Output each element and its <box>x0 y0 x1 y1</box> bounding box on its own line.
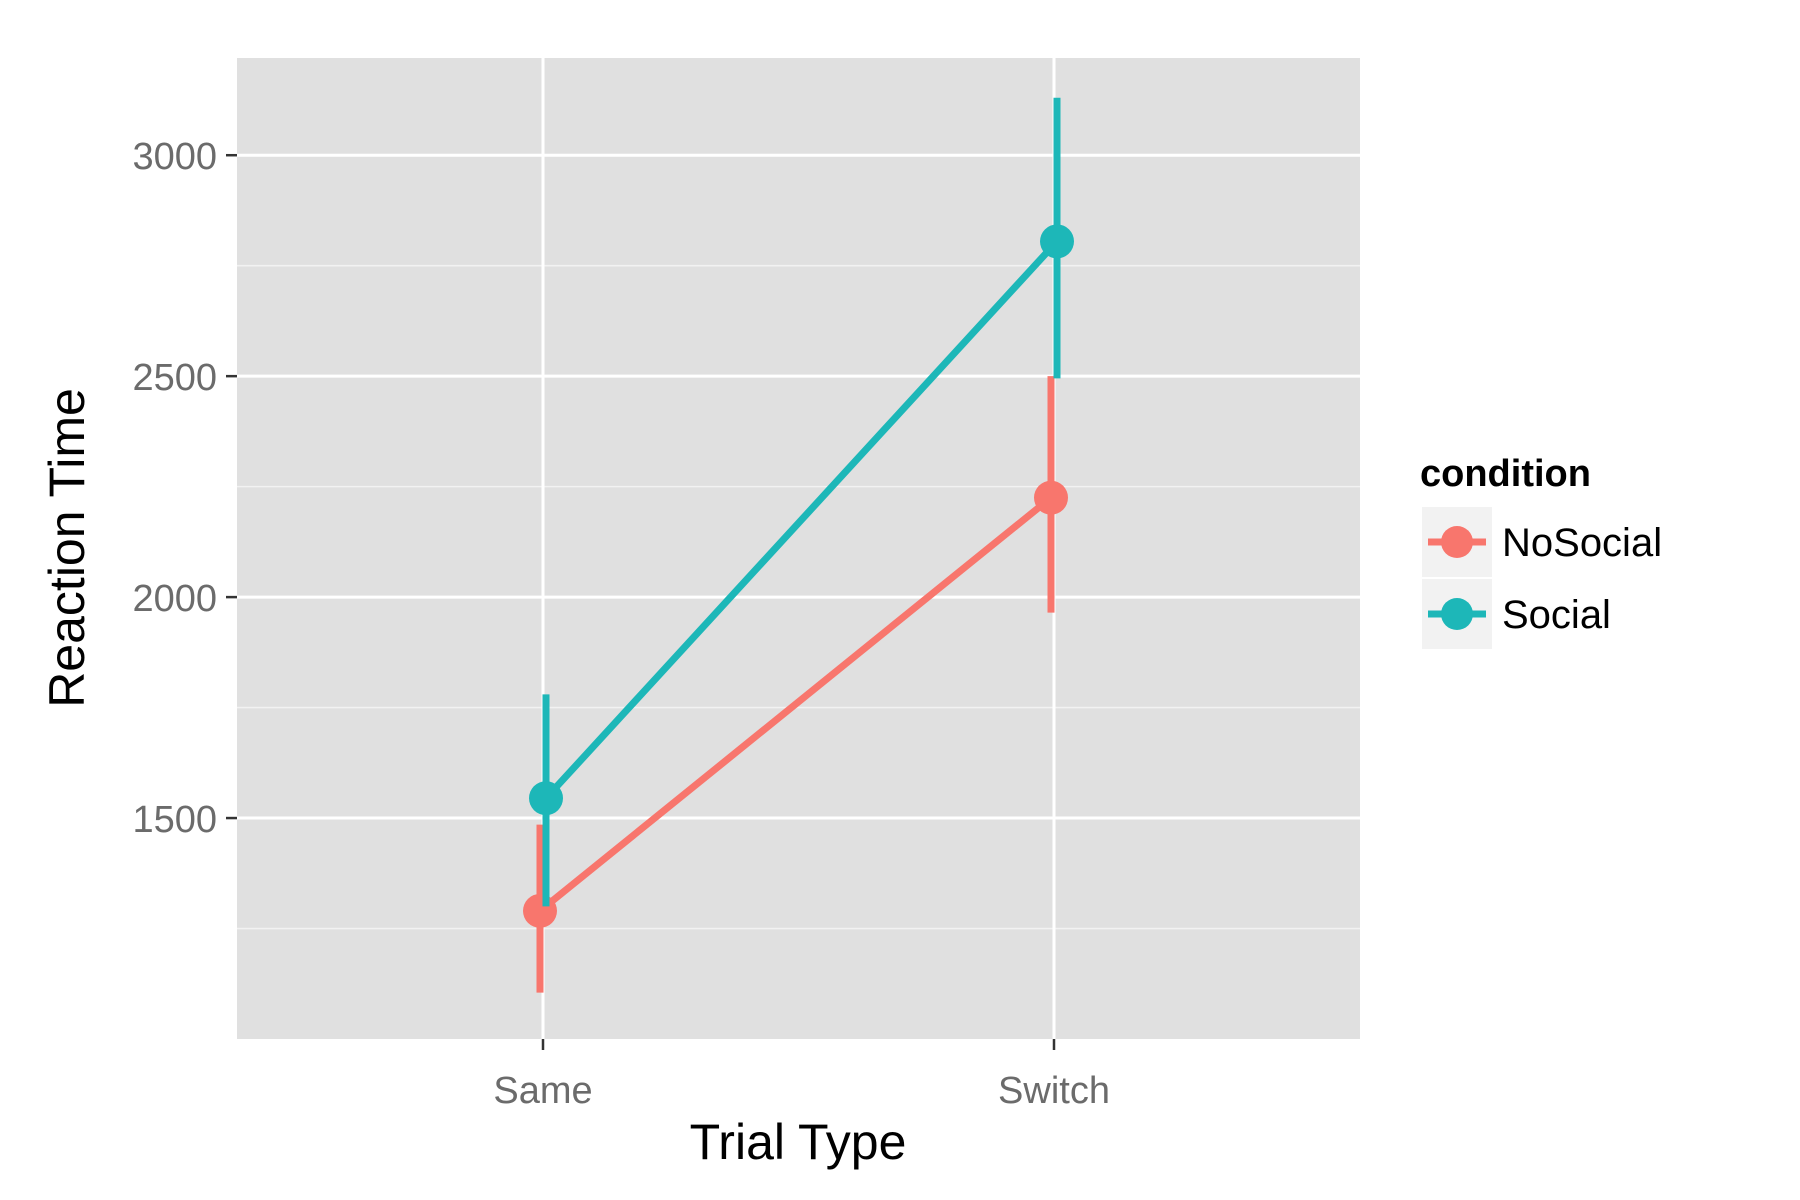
y-tick-label-0: 1500 <box>132 799 217 841</box>
legend-item-social: Social <box>1422 579 1611 649</box>
x-axis: Same Switch <box>493 1039 1110 1112</box>
legend-title: condition <box>1420 453 1591 495</box>
plot-panel-background <box>237 58 1360 1039</box>
legend-key-point <box>1441 526 1473 558</box>
y-axis: 1500 2000 2500 3000 <box>132 136 237 841</box>
point-nosocial-same <box>523 893 557 928</box>
legend-key-point <box>1441 598 1473 630</box>
legend-item-nosocial: NoSocial <box>1422 507 1662 577</box>
y-tick-label-2: 2500 <box>132 357 217 399</box>
point-nosocial-switch <box>1034 480 1068 515</box>
x-tick-label-0: Same <box>493 1070 592 1112</box>
grid-minor <box>237 264 1360 930</box>
y-tick-label-3: 3000 <box>132 136 217 178</box>
series-nosocial <box>523 376 1068 993</box>
legend: condition NoSocial Social <box>1420 453 1662 649</box>
x-axis-title: Trial Type <box>690 1114 907 1170</box>
series-line-nosocial <box>537 494 1054 914</box>
x-tick-label-1: Switch <box>998 1070 1110 1112</box>
point-social-switch <box>1040 224 1074 259</box>
series-line-social <box>543 239 1060 801</box>
legend-label-nosocial: NoSocial <box>1502 521 1662 565</box>
series-layer <box>523 97 1074 993</box>
series-social <box>529 97 1074 907</box>
y-axis-title: Reaction Time <box>39 388 95 708</box>
legend-label-social: Social <box>1502 593 1611 637</box>
point-social-same <box>529 781 563 816</box>
y-tick-label-1: 2000 <box>132 578 217 620</box>
legend-items: NoSocial Social <box>1422 507 1662 649</box>
